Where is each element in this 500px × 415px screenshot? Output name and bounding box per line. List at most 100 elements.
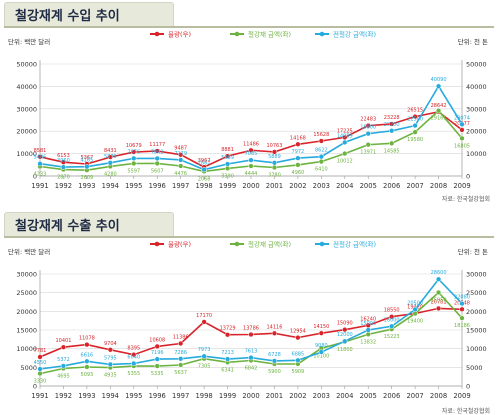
export-xtick-16: 2007 bbox=[406, 392, 423, 400]
import-data-label-0-14: 22483 bbox=[360, 117, 376, 123]
import-ytick-right-3: 30000 bbox=[466, 105, 487, 113]
import-xtick-11: 2002 bbox=[289, 182, 306, 190]
export-data-label-1-10: 5900 bbox=[268, 369, 281, 375]
export-xtick-17: 2008 bbox=[430, 392, 447, 400]
export-xtick-7: 1998 bbox=[195, 392, 212, 400]
import-right-unit: 단위: 천 톤 bbox=[458, 37, 488, 46]
export-data-label-0-8: 13729 bbox=[220, 326, 236, 332]
export-point-0-17 bbox=[435, 305, 442, 312]
import-data-label-1-15: 14585 bbox=[384, 148, 400, 154]
export-point-2-7 bbox=[201, 353, 207, 359]
import-chart-source: 자료: 한국철강협회 bbox=[441, 196, 490, 203]
export-xtick-8: 1999 bbox=[219, 392, 236, 400]
import-data-label-1-0: 4233 bbox=[34, 172, 47, 178]
import-ytick-right-5: 50000 bbox=[466, 61, 487, 69]
export-data-label-0-17: 20781 bbox=[431, 299, 447, 305]
import-ytick-left-5: 50000 bbox=[16, 61, 37, 69]
export-data-label-0-5: 10608 bbox=[149, 337, 165, 343]
export-xtick-11: 2002 bbox=[289, 392, 306, 400]
export-point-2-11 bbox=[295, 357, 301, 363]
import-data-label-0-16: 26515 bbox=[407, 108, 423, 114]
import-point-1-13 bbox=[342, 150, 348, 157]
export-ytick-right-0: 0 bbox=[466, 383, 470, 391]
export-ytick-left-5: 25000 bbox=[16, 289, 37, 297]
export-data-label-1-9: 6842 bbox=[245, 365, 258, 371]
export-ytick-right-6: 30000 bbox=[466, 271, 487, 279]
import-xtick-5: 1996 bbox=[149, 182, 166, 190]
import-data-label-0-6: 9487 bbox=[174, 146, 187, 152]
import-data-label-1-5: 5607 bbox=[151, 168, 164, 174]
import-xtick-18: 2009 bbox=[453, 182, 470, 190]
export-point-0-5 bbox=[154, 343, 160, 350]
export-data-label-1-3: 4935 bbox=[104, 373, 117, 379]
import-point-0-6 bbox=[178, 152, 184, 158]
export-data-label-2-10: 6728 bbox=[268, 352, 281, 358]
import-ytick-left-1: 10000 bbox=[16, 150, 37, 158]
import-data-label-2-1: 3960 bbox=[57, 158, 70, 164]
import-data-label-1-18: 16805 bbox=[454, 143, 470, 149]
export-legend-label-1: 철강재 금액(좌) bbox=[248, 240, 291, 249]
import-data-label-1-7: 2068 bbox=[198, 176, 211, 182]
export-point-2-18 bbox=[459, 300, 465, 307]
import-legend-marker-0 bbox=[154, 31, 160, 37]
import-data-label-1-14: 13971 bbox=[360, 150, 376, 156]
import-xtick-9: 2000 bbox=[242, 182, 259, 190]
export-data-label-2-3: 5795 bbox=[104, 355, 117, 361]
import-point-0-0 bbox=[37, 154, 43, 160]
import-point-2-12 bbox=[318, 154, 324, 160]
export-point-2-12 bbox=[318, 349, 324, 355]
export-data-label-1-18: 18186 bbox=[454, 323, 470, 329]
import-data-label-0-3: 8431 bbox=[104, 148, 117, 154]
import-data-label-0-0: 8581 bbox=[34, 148, 47, 154]
export-data-label-1-0: 3330 bbox=[34, 379, 47, 385]
import-xtick-16: 2007 bbox=[406, 182, 423, 190]
import-point-2-15 bbox=[389, 128, 395, 134]
import-point-2-1 bbox=[60, 164, 67, 170]
export-data-label-2-2: 6616 bbox=[81, 352, 94, 358]
export-point-2-10 bbox=[271, 358, 278, 364]
import-point-2-7 bbox=[201, 166, 207, 173]
import-data-label-2-8: 5369 bbox=[221, 155, 234, 161]
import-xtick-15: 2006 bbox=[383, 182, 400, 190]
import-title-underline bbox=[4, 26, 494, 28]
export-ytick-right-2: 10000 bbox=[466, 345, 487, 353]
export-data-label-1-15: 15223 bbox=[384, 334, 400, 340]
export-data-label-2-15: 16000 bbox=[384, 317, 400, 323]
import-data-label-0-2: 5367 bbox=[81, 155, 94, 161]
import-point-0-14 bbox=[365, 122, 371, 129]
import-legend-label-0: 물량(우) bbox=[168, 31, 191, 39]
export-ytick-left-2: 10000 bbox=[16, 345, 37, 353]
export-xtick-6: 1997 bbox=[172, 392, 189, 400]
export-data-label-2-5: 7196 bbox=[151, 350, 164, 356]
import-ytick-left-3: 30000 bbox=[16, 105, 37, 113]
import-legend-label-2: 전철강 금액(좌) bbox=[333, 30, 376, 39]
export-title-underline bbox=[4, 236, 494, 238]
import-point-2-18 bbox=[459, 121, 465, 127]
export-data-label-1-7: 7305 bbox=[198, 364, 211, 370]
export-data-label-0-13: 15090 bbox=[337, 321, 353, 327]
export-ytick-left-0: 0 bbox=[33, 383, 37, 391]
export-data-label-2-12: 9080 bbox=[315, 343, 328, 349]
export-point-0-1 bbox=[60, 344, 67, 350]
export-ytick-left-4: 20000 bbox=[16, 308, 37, 316]
export-chart: 단위: 백만 달러 단위: 천 톤 물량(우) 철강재 금액(좌) 전철강 금액(좌) 0… bbox=[8, 240, 488, 401]
export-point-0-7 bbox=[201, 319, 207, 325]
import-data-label-2-5: 7842 bbox=[151, 149, 164, 155]
import-data-label-0-12: 15628 bbox=[313, 132, 329, 138]
export-point-2-5 bbox=[154, 356, 160, 362]
import-xtick-6: 1997 bbox=[172, 182, 189, 190]
import-xtick-4: 1995 bbox=[125, 182, 142, 190]
import-point-0-15 bbox=[389, 121, 395, 127]
import-data-label-0-9: 11486 bbox=[243, 141, 259, 147]
import-point-1-10 bbox=[271, 164, 278, 171]
export-data-label-2-16: 20500 bbox=[407, 300, 423, 306]
export-data-label-0-0: 7781 bbox=[34, 348, 47, 354]
import-xtick-7: 1998 bbox=[195, 182, 212, 190]
import-data-label-1-4: 5597 bbox=[127, 168, 140, 174]
import-point-1-17 bbox=[435, 108, 442, 114]
export-data-label-0-12: 14150 bbox=[313, 324, 329, 330]
import-data-label-1-6: 4476 bbox=[174, 171, 187, 177]
import-point-2-8 bbox=[224, 161, 231, 167]
export-data-label-1-4: 5355 bbox=[127, 371, 140, 377]
import-data-label-1-13: 10012 bbox=[337, 159, 353, 165]
